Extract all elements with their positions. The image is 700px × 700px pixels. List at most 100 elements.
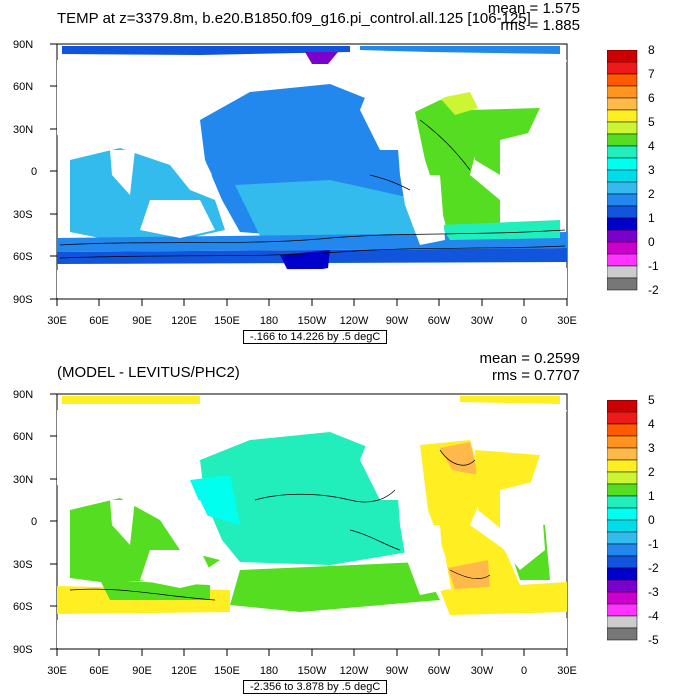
- svg-text:120W: 120W: [340, 665, 369, 677]
- lat-label-90s: 90S: [13, 294, 33, 306]
- colorbar-swatch: [607, 495, 638, 509]
- lon-label: 30E: [557, 315, 577, 327]
- svg-text:90N: 90N: [13, 389, 33, 401]
- colorbar-label: 2: [648, 187, 655, 201]
- tick-marks: [50, 393, 568, 656]
- colorbar-label: -4: [648, 609, 659, 623]
- colorbar-label: 4: [648, 139, 655, 153]
- colorbar-swatch: [607, 447, 638, 461]
- svg-text:60E: 60E: [89, 665, 109, 677]
- lat-label-90n: 90N: [13, 39, 33, 51]
- mean-label: mean = 0.2599: [479, 350, 581, 367]
- lon-label: 180: [260, 315, 278, 327]
- svg-text:60S: 60S: [13, 601, 33, 613]
- lat-axis: 90N 60N 30N 0 30S 60S 90S: [13, 39, 37, 306]
- colorbar-swatch: [607, 411, 638, 425]
- colorbar-label: 8: [648, 43, 655, 57]
- lon-label: 60E: [89, 315, 109, 327]
- land-masses: [57, 58, 567, 298]
- lon-label: 150E: [214, 315, 240, 327]
- svg-text:150W: 150W: [298, 665, 327, 677]
- colorbar-swatch: [607, 277, 638, 291]
- colorbar-label: -2: [648, 283, 659, 297]
- panel-model-minus-levitus: (MODEL - LEVITUS/PHC2) mean = 0.2599 rms…: [0, 350, 700, 700]
- colorbar: [607, 50, 638, 291]
- colorbar-label: 5: [648, 115, 655, 129]
- panel-title: TEMP at z=3379.8m, b.e20.B1850.f09_g16.p…: [57, 10, 531, 27]
- colorbar-label: -5: [648, 633, 659, 647]
- lon-label: 30W: [471, 315, 494, 327]
- colorbar-swatch: [607, 145, 638, 159]
- colorbar-swatch: [607, 265, 638, 279]
- land-masses: [57, 408, 567, 648]
- contour-range-label: -2.356 to 3.878 by .5 degC: [243, 680, 388, 694]
- colorbar-swatch: [607, 169, 638, 183]
- colorbar-swatch: [607, 507, 638, 521]
- lon-label: 150W: [298, 315, 327, 327]
- svg-text:90W: 90W: [386, 665, 409, 677]
- colorbar-swatch: [607, 459, 638, 473]
- svg-text:0: 0: [31, 516, 37, 528]
- colorbar-swatch: [607, 253, 638, 267]
- colorbar-label: 7: [648, 67, 655, 81]
- lon-label: 30E: [47, 315, 67, 327]
- colorbar-swatch: [607, 61, 638, 75]
- colorbar-label: 0: [648, 513, 655, 527]
- colorbar-label: 4: [648, 417, 655, 431]
- colorbar-swatch: [607, 483, 638, 497]
- colorbar-swatch: [607, 519, 638, 533]
- tick-marks: [50, 43, 568, 306]
- colorbar-label: 3: [648, 441, 655, 455]
- colorbar-swatch: [607, 627, 638, 641]
- svg-text:150E: 150E: [214, 665, 240, 677]
- colorbar-label: 0: [648, 235, 655, 249]
- svg-text:0: 0: [521, 665, 527, 677]
- map-plot: 90N 60N 30N 0 30S 60S 90S 30E 60E 90E 12…: [13, 389, 577, 677]
- svg-text:60W: 60W: [428, 665, 451, 677]
- svg-text:30E: 30E: [557, 665, 577, 677]
- colorbar-swatch: [607, 531, 638, 545]
- colorbar-label: 5: [648, 393, 655, 407]
- lon-label: 0: [521, 315, 527, 327]
- svg-text:30S: 30S: [13, 559, 33, 571]
- colorbar-label: 3: [648, 163, 655, 177]
- colorbar-swatch: [607, 591, 638, 605]
- mean-label: mean = 1.575: [487, 0, 580, 17]
- colorbar-label: -3: [648, 585, 659, 599]
- colorbar-swatch: [607, 435, 638, 449]
- colorbar-swatch: [607, 193, 638, 207]
- colorbar-label: -1: [648, 537, 659, 551]
- colorbar-swatch: [607, 579, 638, 593]
- colorbar-swatch: [607, 555, 638, 569]
- lat-label-60s: 60S: [13, 251, 33, 263]
- colorbar-swatch: [607, 97, 638, 111]
- lon-axis: 30E 60E 90E 120E 150E 180 150W 120W 90W …: [47, 315, 577, 327]
- colorbar-swatch: [607, 543, 638, 557]
- svg-text:30W: 30W: [471, 665, 494, 677]
- colorbar-swatch: [607, 133, 638, 147]
- colorbar-label: 1: [648, 489, 655, 503]
- map-plot: 90N 60N 30N 0 30S 60S 90S 30E 60E 90E 12…: [13, 39, 577, 327]
- panel-title: (MODEL - LEVITUS/PHC2): [57, 364, 240, 381]
- colorbar-swatch: [607, 109, 638, 123]
- rms-label: rms = 0.7707: [492, 367, 580, 384]
- svg-text:60N: 60N: [13, 431, 33, 443]
- lat-label-30n: 30N: [13, 124, 33, 136]
- colorbar-swatch: [607, 217, 638, 231]
- colorbar-swatch: [607, 121, 638, 135]
- colorbar-swatch: [607, 50, 638, 63]
- colorbar-label: 6: [648, 91, 655, 105]
- rms-label: rms = 1.885: [500, 17, 580, 34]
- lat-label-60n: 60N: [13, 81, 33, 93]
- colorbar-swatch: [607, 567, 638, 581]
- panel-temperature: TEMP at z=3379.8m, b.e20.B1850.f09_g16.p…: [13, 0, 659, 344]
- lon-axis: 30E 60E 90E 120E 150E 180 150W 120W 90W …: [47, 665, 577, 677]
- colorbar-swatch: [607, 603, 638, 617]
- contour-range-label: -.166 to 14.226 by .5 degC: [243, 330, 388, 344]
- lon-label: 90E: [132, 315, 152, 327]
- lon-label: 120E: [171, 315, 197, 327]
- svg-text:180: 180: [260, 665, 278, 677]
- contour-lines: [69, 449, 491, 601]
- lat-label-0: 0: [31, 166, 37, 178]
- ocean-field: [57, 46, 567, 275]
